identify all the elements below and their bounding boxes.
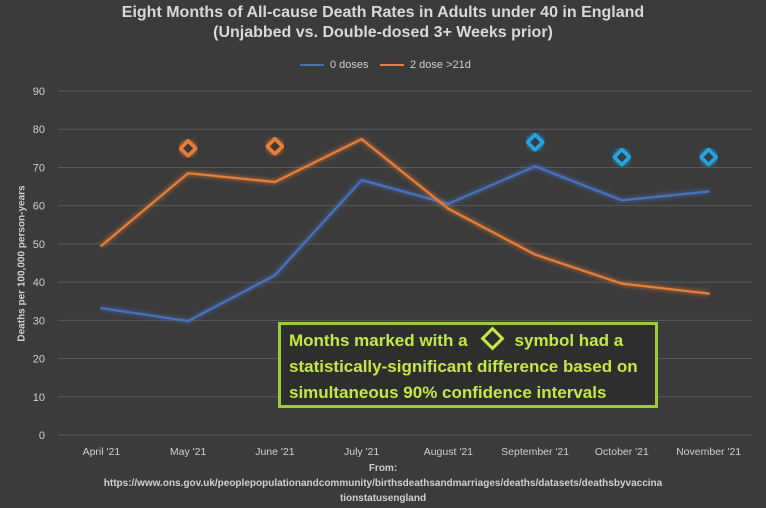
x-tick-label: July '21 bbox=[344, 446, 379, 458]
data-point bbox=[447, 202, 450, 205]
callout-line2: statistically-significant difference bas… bbox=[289, 357, 638, 376]
legend-swatch-blue bbox=[300, 64, 324, 66]
data-point bbox=[360, 137, 363, 141]
legend-swatch-orange bbox=[380, 64, 404, 66]
data-point bbox=[707, 190, 710, 193]
data-point bbox=[100, 244, 103, 247]
chart-title-line1: Eight Months of All-cause Death Rates in… bbox=[121, 4, 645, 21]
x-tick-label: August '21 bbox=[424, 446, 473, 458]
significance-marker bbox=[611, 147, 632, 168]
legend-label-0-doses: 0 doses bbox=[330, 59, 369, 71]
callout-line1: Months marked with a symbol had a bbox=[289, 326, 647, 354]
data-point bbox=[360, 178, 363, 182]
callout-text-before: Months marked with a bbox=[289, 331, 468, 350]
data-point bbox=[100, 306, 103, 310]
y-tick-label: 40 bbox=[33, 277, 45, 289]
y-tick-labels: 0 10 20 30 40 50 60 70 80 90 bbox=[33, 86, 45, 442]
y-tick-label: 70 bbox=[33, 162, 45, 174]
series-line-0 bbox=[101, 165, 709, 323]
x-tick-label: May '21 bbox=[170, 446, 207, 458]
x-tick-labels: April '21 May '21 June '21 July '21 August '… bbox=[83, 446, 742, 458]
series-line-1 bbox=[100, 138, 709, 295]
data-point bbox=[186, 171, 190, 175]
diamond-icon bbox=[480, 326, 505, 351]
callout-line3: simultaneous 90% confidence intervals bbox=[289, 383, 607, 402]
data-point bbox=[186, 319, 190, 323]
legend-item-0-doses: 0 doses bbox=[300, 59, 369, 71]
source-url-line2: tionstatusengland bbox=[339, 493, 427, 504]
data-point bbox=[620, 199, 624, 202]
x-tick-label: November '21 bbox=[676, 446, 741, 458]
significance-marker bbox=[525, 132, 546, 153]
data-point bbox=[533, 253, 537, 256]
y-tick-label: 30 bbox=[33, 315, 45, 327]
y-tick-label: 10 bbox=[33, 392, 45, 404]
y-tick-label: 50 bbox=[33, 239, 45, 251]
significance-marker bbox=[698, 147, 719, 168]
source-url-line1: https://www.ons.gov.uk/peoplepopulationa… bbox=[103, 478, 663, 489]
data-point bbox=[273, 274, 277, 277]
y-tick-label: 90 bbox=[33, 86, 45, 98]
y-tick-label: 80 bbox=[33, 124, 45, 136]
x-tick-label: September '21 bbox=[501, 446, 569, 458]
y-tick-label: 20 bbox=[33, 354, 45, 366]
y-tick-label: 0 bbox=[39, 430, 45, 442]
x-tick-label: April '21 bbox=[83, 446, 121, 458]
significance-marker bbox=[178, 138, 199, 159]
data-point bbox=[447, 207, 450, 210]
x-tick-label: June '21 bbox=[255, 446, 295, 458]
legend-item-2-dose: 2 dose >21d bbox=[380, 59, 471, 71]
callout-text-after: symbol had a bbox=[514, 331, 624, 350]
source-label: From: bbox=[368, 463, 398, 474]
series-lines bbox=[100, 137, 710, 323]
significance-callout: Months marked with a symbol had a statist… bbox=[278, 322, 658, 408]
data-point bbox=[707, 292, 710, 295]
x-tick-label: October '21 bbox=[595, 446, 649, 458]
data-point bbox=[533, 165, 537, 168]
significance-markers bbox=[178, 132, 719, 168]
legend-label-2-dose: 2 dose >21d bbox=[410, 59, 471, 71]
y-tick-label: 60 bbox=[33, 201, 45, 213]
data-point bbox=[620, 282, 624, 285]
data-point bbox=[273, 180, 277, 184]
significance-marker bbox=[264, 136, 285, 157]
chart-title-line2: (Unjabbed vs. Double-dosed 3+ Weeks prio… bbox=[213, 24, 553, 41]
